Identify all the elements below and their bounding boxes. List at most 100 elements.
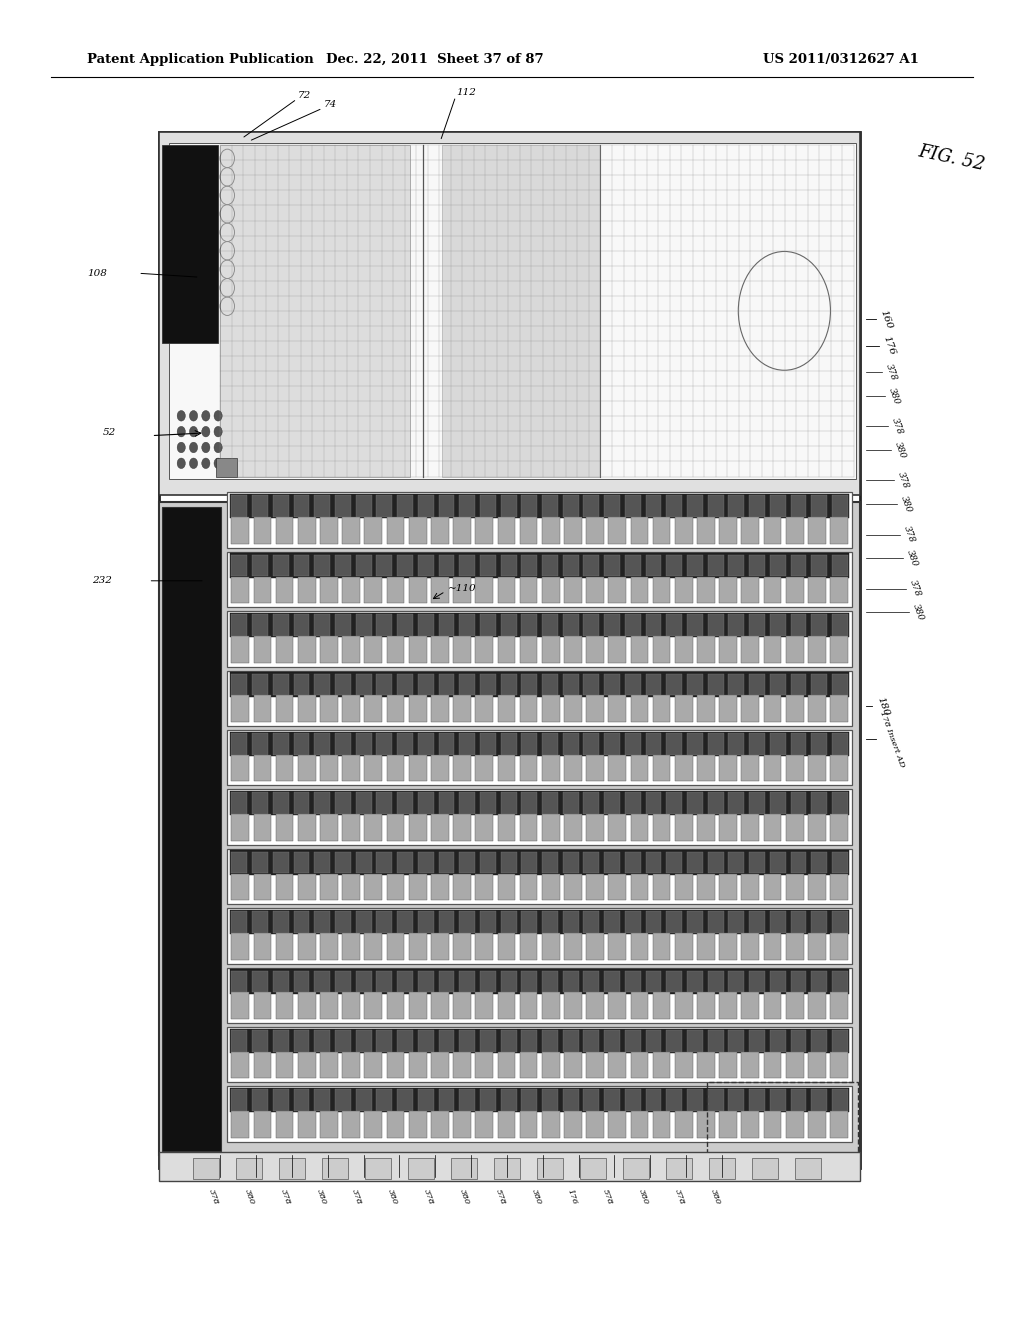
Text: 380: 380 xyxy=(243,1188,256,1206)
Bar xyxy=(811,614,827,636)
Bar xyxy=(675,696,692,722)
Bar xyxy=(230,850,849,875)
Bar xyxy=(719,933,737,960)
Bar xyxy=(652,1111,671,1138)
Bar xyxy=(719,517,737,544)
Bar xyxy=(785,814,804,841)
Bar xyxy=(335,970,351,993)
Bar xyxy=(275,933,294,960)
Bar xyxy=(431,577,449,603)
Bar xyxy=(159,1152,860,1181)
Bar xyxy=(342,814,360,841)
Bar xyxy=(791,673,807,696)
Bar xyxy=(687,673,702,696)
Bar xyxy=(355,733,372,755)
Bar xyxy=(321,1111,338,1138)
Bar xyxy=(604,554,621,577)
Bar xyxy=(750,792,765,814)
Bar xyxy=(831,1089,848,1111)
Bar xyxy=(830,517,848,544)
Bar xyxy=(230,672,849,697)
Text: 380: 380 xyxy=(386,1188,399,1206)
Bar xyxy=(272,614,289,636)
Bar xyxy=(830,755,848,781)
Bar xyxy=(741,933,759,960)
Bar xyxy=(795,1158,821,1179)
Bar xyxy=(501,733,516,755)
Bar xyxy=(719,577,737,603)
Bar xyxy=(365,1052,382,1078)
Bar xyxy=(377,851,392,874)
Bar xyxy=(785,1111,804,1138)
Bar xyxy=(298,696,315,722)
Bar xyxy=(542,577,559,603)
Bar xyxy=(387,517,404,544)
Bar xyxy=(808,814,825,841)
Bar xyxy=(480,495,496,517)
Bar xyxy=(741,696,759,722)
Bar xyxy=(314,1030,330,1052)
Bar xyxy=(231,517,249,544)
Text: 378: 378 xyxy=(884,363,898,381)
Bar xyxy=(580,1158,606,1179)
Bar xyxy=(521,911,538,933)
Bar xyxy=(475,933,493,960)
Bar xyxy=(728,495,744,517)
Bar xyxy=(587,577,604,603)
Bar xyxy=(342,636,360,663)
Bar xyxy=(564,933,582,960)
Bar xyxy=(431,1052,449,1078)
Bar xyxy=(365,517,382,544)
Bar xyxy=(563,673,579,696)
Bar xyxy=(830,1111,848,1138)
Bar xyxy=(454,696,471,722)
Bar xyxy=(498,933,515,960)
Bar xyxy=(498,517,515,544)
Bar xyxy=(355,673,372,696)
Bar xyxy=(475,814,493,841)
Text: 578: 578 xyxy=(494,1188,507,1206)
Bar xyxy=(397,1030,413,1052)
Bar xyxy=(501,911,516,933)
Bar xyxy=(584,1030,599,1052)
Bar xyxy=(564,696,582,722)
Bar xyxy=(275,1052,294,1078)
Bar xyxy=(231,554,248,577)
Bar xyxy=(631,874,648,900)
Bar xyxy=(231,970,248,993)
Bar xyxy=(365,933,382,960)
Bar xyxy=(365,1111,382,1138)
Bar xyxy=(708,1030,724,1052)
Bar xyxy=(335,495,351,517)
Bar xyxy=(321,577,338,603)
Bar xyxy=(785,993,804,1019)
Bar xyxy=(604,851,621,874)
Bar xyxy=(608,755,626,781)
Bar xyxy=(365,696,382,722)
Bar xyxy=(608,577,626,603)
Circle shape xyxy=(202,442,210,453)
Bar xyxy=(563,733,579,755)
Circle shape xyxy=(202,458,210,469)
Bar xyxy=(475,696,493,722)
Bar xyxy=(563,970,579,993)
Bar xyxy=(231,792,248,814)
Bar xyxy=(230,791,849,816)
Bar xyxy=(587,1052,604,1078)
Text: 176: 176 xyxy=(565,1188,579,1206)
Bar xyxy=(252,495,268,517)
Bar xyxy=(298,874,315,900)
Bar xyxy=(697,696,715,722)
Bar xyxy=(409,1111,427,1138)
Bar xyxy=(521,792,538,814)
Bar xyxy=(542,755,559,781)
Text: Patent Application Publication: Patent Application Publication xyxy=(87,53,313,66)
Bar xyxy=(418,970,434,993)
Bar xyxy=(667,792,682,814)
Bar xyxy=(227,730,852,785)
Bar xyxy=(697,1111,715,1138)
Bar xyxy=(587,517,604,544)
Bar xyxy=(231,614,248,636)
Text: US 2011/0312627 A1: US 2011/0312627 A1 xyxy=(763,53,919,66)
Bar xyxy=(418,554,434,577)
